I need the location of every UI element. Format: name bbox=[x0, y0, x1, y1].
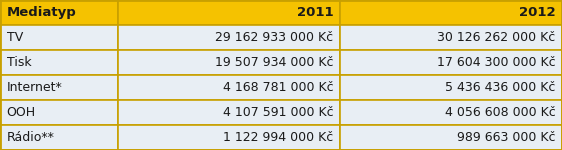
Text: Internet*: Internet* bbox=[7, 81, 62, 94]
Bar bbox=[340, 75, 562, 100]
Text: 4 056 608 000 Kč: 4 056 608 000 Kč bbox=[445, 106, 555, 119]
Text: 29 162 933 000 Kč: 29 162 933 000 Kč bbox=[215, 31, 333, 44]
Text: 5 436 436 000 Kč: 5 436 436 000 Kč bbox=[445, 81, 555, 94]
Bar bbox=[0, 25, 118, 50]
Text: Rádio**: Rádio** bbox=[7, 131, 55, 144]
Bar bbox=[340, 25, 562, 50]
Bar bbox=[0, 125, 118, 150]
Bar bbox=[340, 50, 562, 75]
Text: 4 168 781 000 Kč: 4 168 781 000 Kč bbox=[223, 81, 333, 94]
Text: Mediatyp: Mediatyp bbox=[7, 6, 76, 19]
Text: 19 507 934 000 Kč: 19 507 934 000 Kč bbox=[215, 56, 333, 69]
Text: OOH: OOH bbox=[7, 106, 36, 119]
Bar bbox=[118, 100, 340, 125]
Text: Tisk: Tisk bbox=[7, 56, 31, 69]
Bar bbox=[118, 50, 340, 75]
Bar bbox=[0, 100, 118, 125]
Bar bbox=[340, 100, 562, 125]
Bar bbox=[0, 0, 118, 25]
Text: 17 604 300 000 Kč: 17 604 300 000 Kč bbox=[437, 56, 555, 69]
Text: 2011: 2011 bbox=[297, 6, 333, 19]
Text: 4 107 591 000 Kč: 4 107 591 000 Kč bbox=[223, 106, 333, 119]
Text: 2012: 2012 bbox=[519, 6, 555, 19]
Bar bbox=[0, 50, 118, 75]
Text: 1 122 994 000 Kč: 1 122 994 000 Kč bbox=[223, 131, 333, 144]
Bar bbox=[118, 75, 340, 100]
Bar bbox=[118, 0, 340, 25]
Bar bbox=[340, 125, 562, 150]
Text: 989 663 000 Kč: 989 663 000 Kč bbox=[457, 131, 555, 144]
Bar bbox=[340, 0, 562, 25]
Bar bbox=[0, 75, 118, 100]
Bar bbox=[118, 125, 340, 150]
Text: 30 126 262 000 Kč: 30 126 262 000 Kč bbox=[437, 31, 555, 44]
Bar bbox=[118, 25, 340, 50]
Text: TV: TV bbox=[7, 31, 23, 44]
